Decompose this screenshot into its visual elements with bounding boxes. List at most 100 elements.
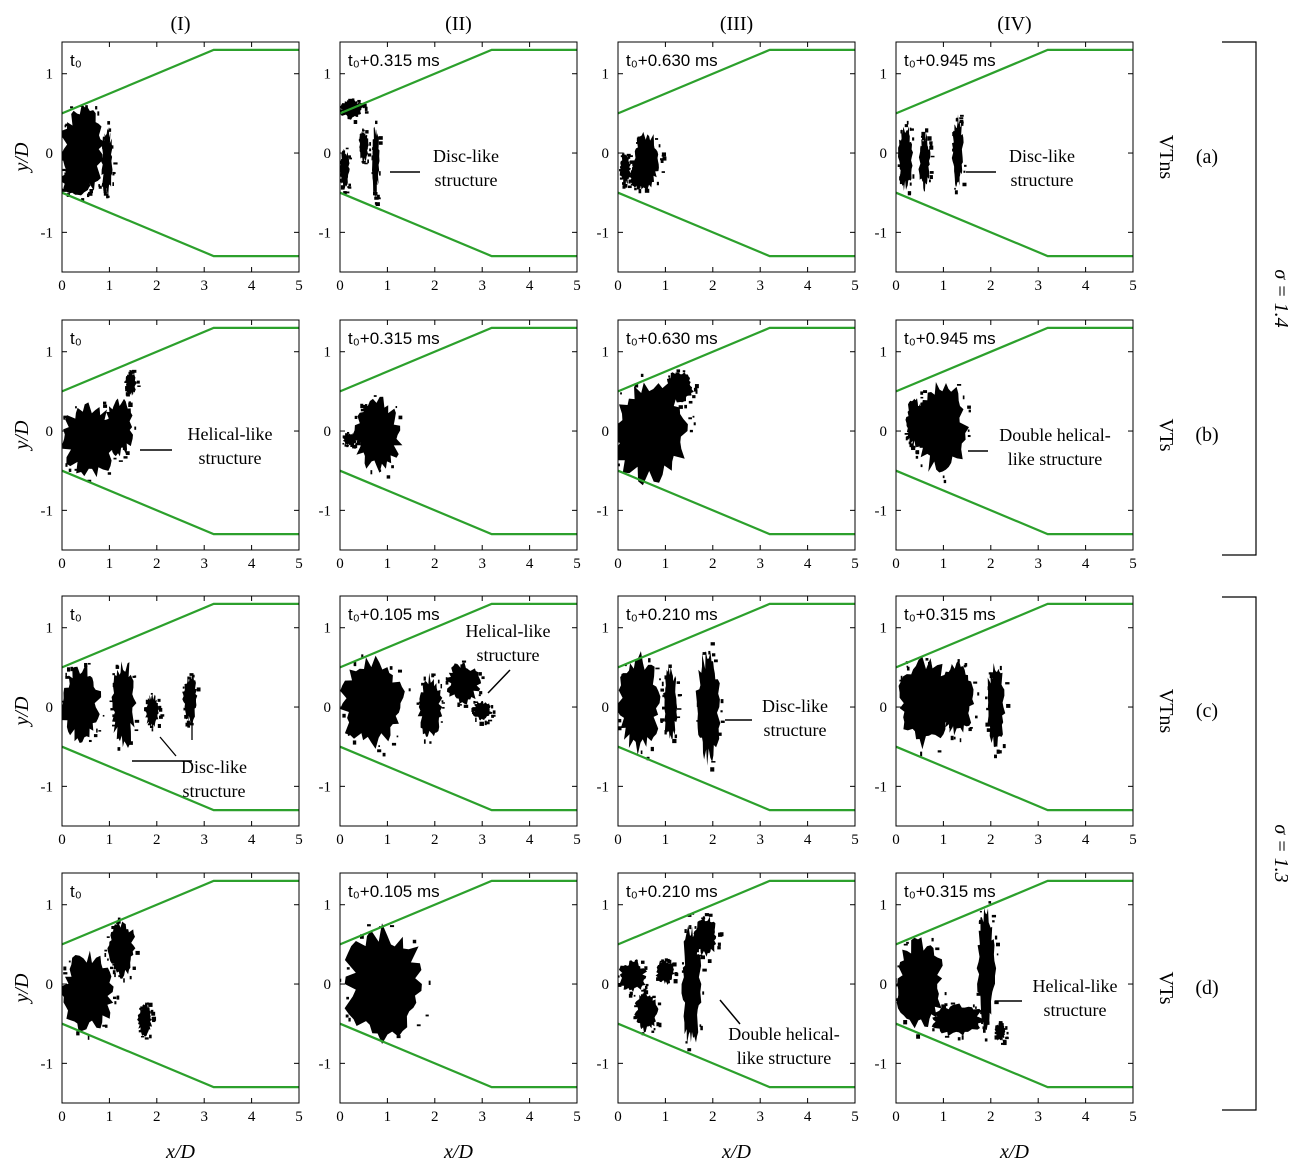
plot-frame <box>895 872 1134 1104</box>
cavity-speckle <box>107 472 112 475</box>
nozzle-wall-upper <box>895 879 1133 946</box>
cavity-speckle <box>93 734 98 738</box>
cavity-speckle <box>943 1005 947 1010</box>
nozzle-wall-upper <box>339 48 577 115</box>
cavity-speckle <box>718 932 723 937</box>
time-label: t₀+0.105 ms <box>348 882 440 901</box>
cavity-speckle <box>440 721 443 723</box>
cavity-speckle <box>377 749 382 753</box>
cavity-speckle <box>996 942 1000 947</box>
x-tick-label: 4 <box>248 556 256 572</box>
cavity-speckle <box>629 155 633 158</box>
cavity-speckle <box>118 975 122 978</box>
x-tick-label: 3 <box>756 278 764 294</box>
cavity-speckle <box>694 384 699 389</box>
plot-frame <box>617 872 856 1104</box>
cavity-speckle <box>959 120 964 124</box>
x-tick-label: 0 <box>892 278 900 294</box>
cavity-speckle <box>688 400 693 404</box>
cavity-speckle <box>145 699 149 705</box>
cavity-speckle <box>369 148 372 152</box>
cavity-speckle <box>640 373 644 377</box>
annotation-text: Helical-like <box>1033 976 1118 996</box>
cavity-speckle <box>976 992 981 996</box>
cavity-speckle <box>76 1031 80 1036</box>
time-label: t₀+0.630 ms <box>626 51 718 70</box>
cavity-speckle <box>660 159 664 163</box>
plot-frame <box>339 595 578 827</box>
nozzle-wall-lower <box>339 1022 577 1089</box>
cavity-speckle <box>994 935 998 940</box>
cavity-speckle <box>634 384 639 388</box>
cavity-speckle <box>367 159 369 164</box>
cavity-speckle <box>378 745 381 748</box>
y-tick-label: -1 <box>41 1056 54 1072</box>
cavity-speckle <box>364 162 368 165</box>
x-tick-label: 0 <box>892 1109 900 1125</box>
cavity-speckle <box>125 376 131 380</box>
cavity-speckle <box>129 975 132 980</box>
cavity-region <box>618 369 699 486</box>
cavity-speckle <box>645 188 648 192</box>
row-label: (a) <box>1196 146 1218 168</box>
cavity-speckle <box>478 694 481 697</box>
cavity-speckle <box>68 960 71 963</box>
cavity-blob <box>618 381 688 486</box>
x-tick-label: 0 <box>892 832 900 848</box>
cavity-speckle <box>68 468 72 472</box>
cavity-speckle <box>151 728 154 732</box>
cavity-speckle <box>474 704 478 706</box>
y-tick-label: 0 <box>324 977 332 993</box>
cavity-speckle <box>899 176 903 181</box>
x-tick-label: 4 <box>804 1109 812 1125</box>
cavity-speckle <box>693 422 696 426</box>
cavity-speckle <box>703 916 705 920</box>
cavity-speckle <box>944 992 947 996</box>
nozzle-wall-lower <box>339 469 577 536</box>
cavity-speckle <box>622 182 626 185</box>
cavity-speckle <box>374 196 379 200</box>
cavity-blob <box>62 950 114 1033</box>
cavity-speckle <box>674 734 678 739</box>
cavity-speckle <box>134 729 139 732</box>
cavity-speckle <box>959 738 962 743</box>
cavity-speckle <box>491 705 494 709</box>
cavity-blob <box>100 126 113 196</box>
nozzle-wall-upper <box>895 48 1133 115</box>
x-tick-label: 1 <box>384 1109 392 1125</box>
nozzle-wall-upper <box>617 602 855 669</box>
plot-frame <box>61 41 300 273</box>
cavity-speckle <box>950 1002 956 1005</box>
cavity-speckle <box>367 924 371 927</box>
nozzle-wall-lower <box>61 745 299 812</box>
cavity-speckle <box>989 674 994 679</box>
cavity-region <box>618 912 724 1052</box>
annotation-text: Disc-like <box>762 696 828 716</box>
cavity-speckle <box>416 702 420 705</box>
cavity-speckle <box>681 970 686 973</box>
cavity-speckle <box>967 429 970 432</box>
cavity-speckle <box>365 130 369 134</box>
cavity-speckle <box>74 468 79 471</box>
row-label: (c) <box>1196 700 1218 722</box>
cavity-speckle <box>340 173 344 177</box>
time-label: t₀+0.945 ms <box>904 329 996 348</box>
cavity-speckle <box>635 959 638 962</box>
cavity-speckle <box>941 709 944 714</box>
cavity-speckle <box>382 752 386 757</box>
cavity-speckle <box>1006 1031 1009 1035</box>
cavity-speckle <box>65 123 69 127</box>
x-axis-label: x/D <box>721 1141 751 1163</box>
cavity-speckle <box>644 966 648 970</box>
y-tick-label: 1 <box>324 621 332 637</box>
cavity-speckle <box>62 988 65 991</box>
cavity-speckle <box>473 701 479 704</box>
cavity-speckle <box>416 1024 421 1027</box>
panel-a-iii <box>617 41 856 273</box>
cavity-speckle <box>454 663 457 668</box>
cavity-speckle <box>62 713 64 718</box>
cavity-speckle <box>358 138 361 141</box>
cavity-speckle <box>950 735 954 741</box>
cavity-speckle <box>674 972 678 976</box>
cavity-speckle <box>916 1034 921 1039</box>
